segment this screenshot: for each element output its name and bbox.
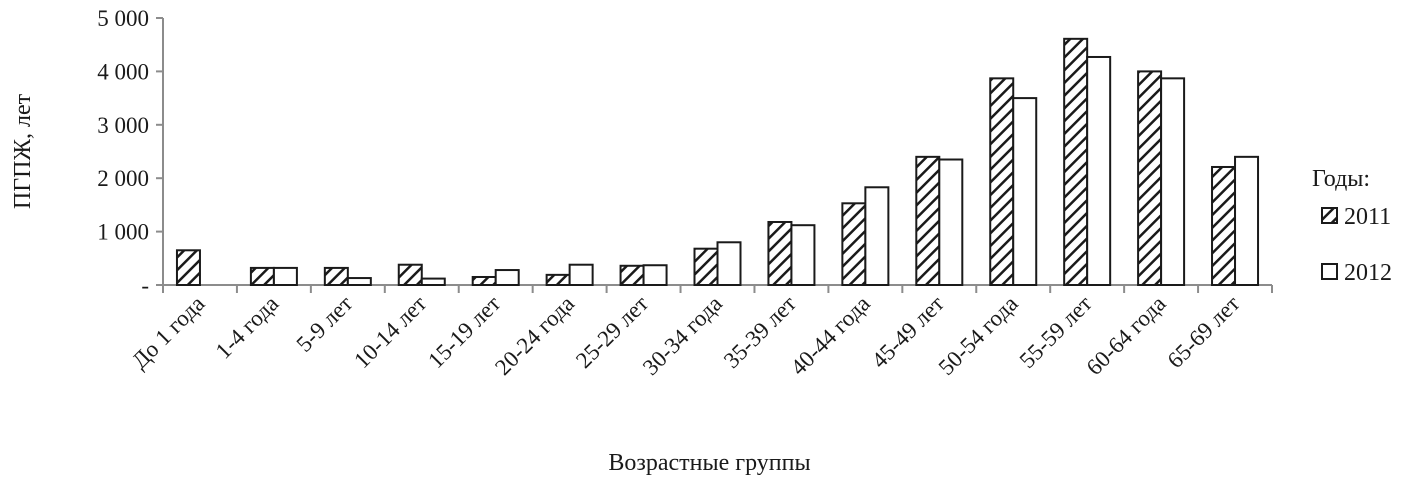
bar-2011 [397,263,423,287]
x-category-label: 20-24 года [490,291,579,380]
bar-2012 [1012,97,1038,286]
bar-2011 [1063,37,1089,286]
bar-2012 [420,277,446,287]
bar-2012 [790,224,816,286]
legend-swatch-2012 [1321,263,1338,280]
y-tick-label: 3 000 [97,113,149,138]
bar-2012 [1160,77,1186,287]
bar-2011 [545,273,571,287]
bar-2011 [989,77,1015,287]
x-axis-title: Возрастные группы [608,450,810,476]
bar-2011 [619,264,645,286]
bar-2011 [471,275,497,286]
bar-2011 [767,220,793,287]
y-axis: - 1 000 2 000 3 000 4 000 5 000 ПГПЖ, лет [10,6,164,298]
y-ticks: - 1 000 2 000 3 000 4 000 5 000 [97,6,163,298]
bar-2012 [1086,55,1112,287]
bar-2011 [249,266,275,286]
x-category-label: 60-64 года [1082,291,1171,380]
bar-2012 [568,263,594,287]
y-tick-label: 4 000 [97,59,149,84]
x-category-label: 1-4 года [211,291,284,364]
bar-2011 [1211,165,1237,286]
bars [175,37,1260,287]
legend-items: 2011 2012 [1321,204,1392,286]
bar-2011 [175,249,201,286]
bar-2011 [323,266,349,286]
x-category-label: 50-54 года [934,291,1023,380]
x-category-label: 5-9 лет [291,291,357,357]
bar-2012 [1234,155,1260,286]
y-tick-label: 1 000 [97,220,149,245]
bar-2012 [272,266,298,286]
bar-2012 [494,269,520,287]
x-category-label: 65-69 лет [1162,291,1244,373]
legend-title: Годы: [1312,166,1370,192]
bar-2011 [841,202,867,287]
x-category-label: 10-14 лет [349,291,431,373]
x-ticks [162,285,1273,293]
y-tick-label: 2 000 [97,166,149,191]
bar-2011 [693,247,719,287]
y-tick-label: - [141,273,149,298]
x-category-label: До 1 года [127,291,210,374]
legend-swatch-2011 [1321,207,1338,224]
bar-2012 [642,264,668,287]
legend: Годы: 2011 2012 [1312,166,1392,286]
x-category-label: 40-44 года [786,291,875,380]
bar-2011 [1137,70,1163,287]
bar-2012 [346,277,372,287]
legend-label-2011: 2011 [1344,204,1391,230]
bar-2012 [716,241,742,286]
y-tick-label: 5 000 [97,6,149,31]
bar-2012 [864,186,890,286]
x-category-label: 30-34 года [638,291,727,380]
y-axis-title: ПГПЖ, лет [10,93,36,209]
bar-2011 [915,155,941,286]
bar-2012 [938,158,964,286]
legend-label-2012: 2012 [1344,260,1392,286]
